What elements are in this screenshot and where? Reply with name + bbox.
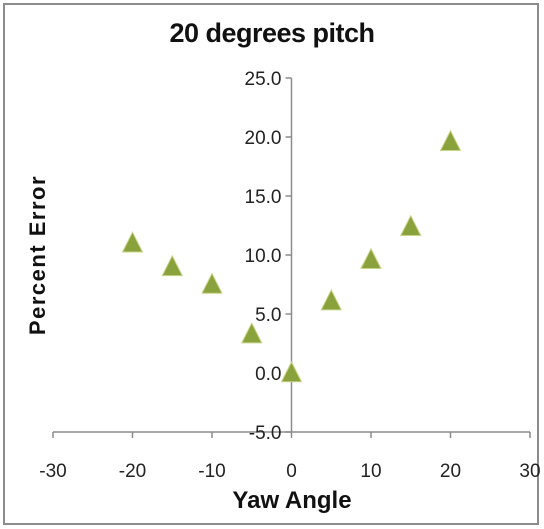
y-tick-label: 10.0: [245, 246, 282, 267]
data-point: [399, 214, 422, 236]
chart-title: 20 degrees pitch: [169, 18, 375, 48]
x-tick-label: 20: [440, 461, 461, 482]
x-axis-label: Yaw Angle: [232, 487, 352, 514]
x-tick-label: -20: [119, 461, 146, 482]
axes-group: [52, 77, 531, 438]
x-tick-label: -10: [198, 461, 225, 482]
data-points-group: [121, 129, 462, 383]
y-tick-label: 25.0: [245, 69, 282, 90]
y-tick-label: 15.0: [245, 187, 282, 208]
x-tick-label: 10: [360, 461, 381, 482]
data-point: [240, 321, 263, 344]
data-point: [280, 360, 303, 383]
y-tick-label: 0.0: [255, 364, 281, 385]
x-tick-label: 30: [519, 461, 540, 482]
y-tick-label: 20.0: [245, 128, 282, 149]
y-tick-label: -5.0: [249, 423, 282, 444]
data-point: [201, 272, 223, 294]
x-tick-label: -30: [39, 461, 66, 482]
y-tick-label: 5.0: [255, 305, 281, 326]
data-point: [439, 129, 462, 152]
chart-frame: [3, 3, 539, 525]
data-point: [161, 254, 184, 277]
data-point: [121, 231, 144, 253]
data-point: [360, 247, 382, 270]
tick-labels-group: -30 -20 -10 0 10 20 30 -5.0 0.0 5.0 10.0 15.0 20.0 25…: [39, 69, 540, 482]
data-point: [320, 288, 343, 311]
x-tick-label: 0: [286, 461, 297, 482]
